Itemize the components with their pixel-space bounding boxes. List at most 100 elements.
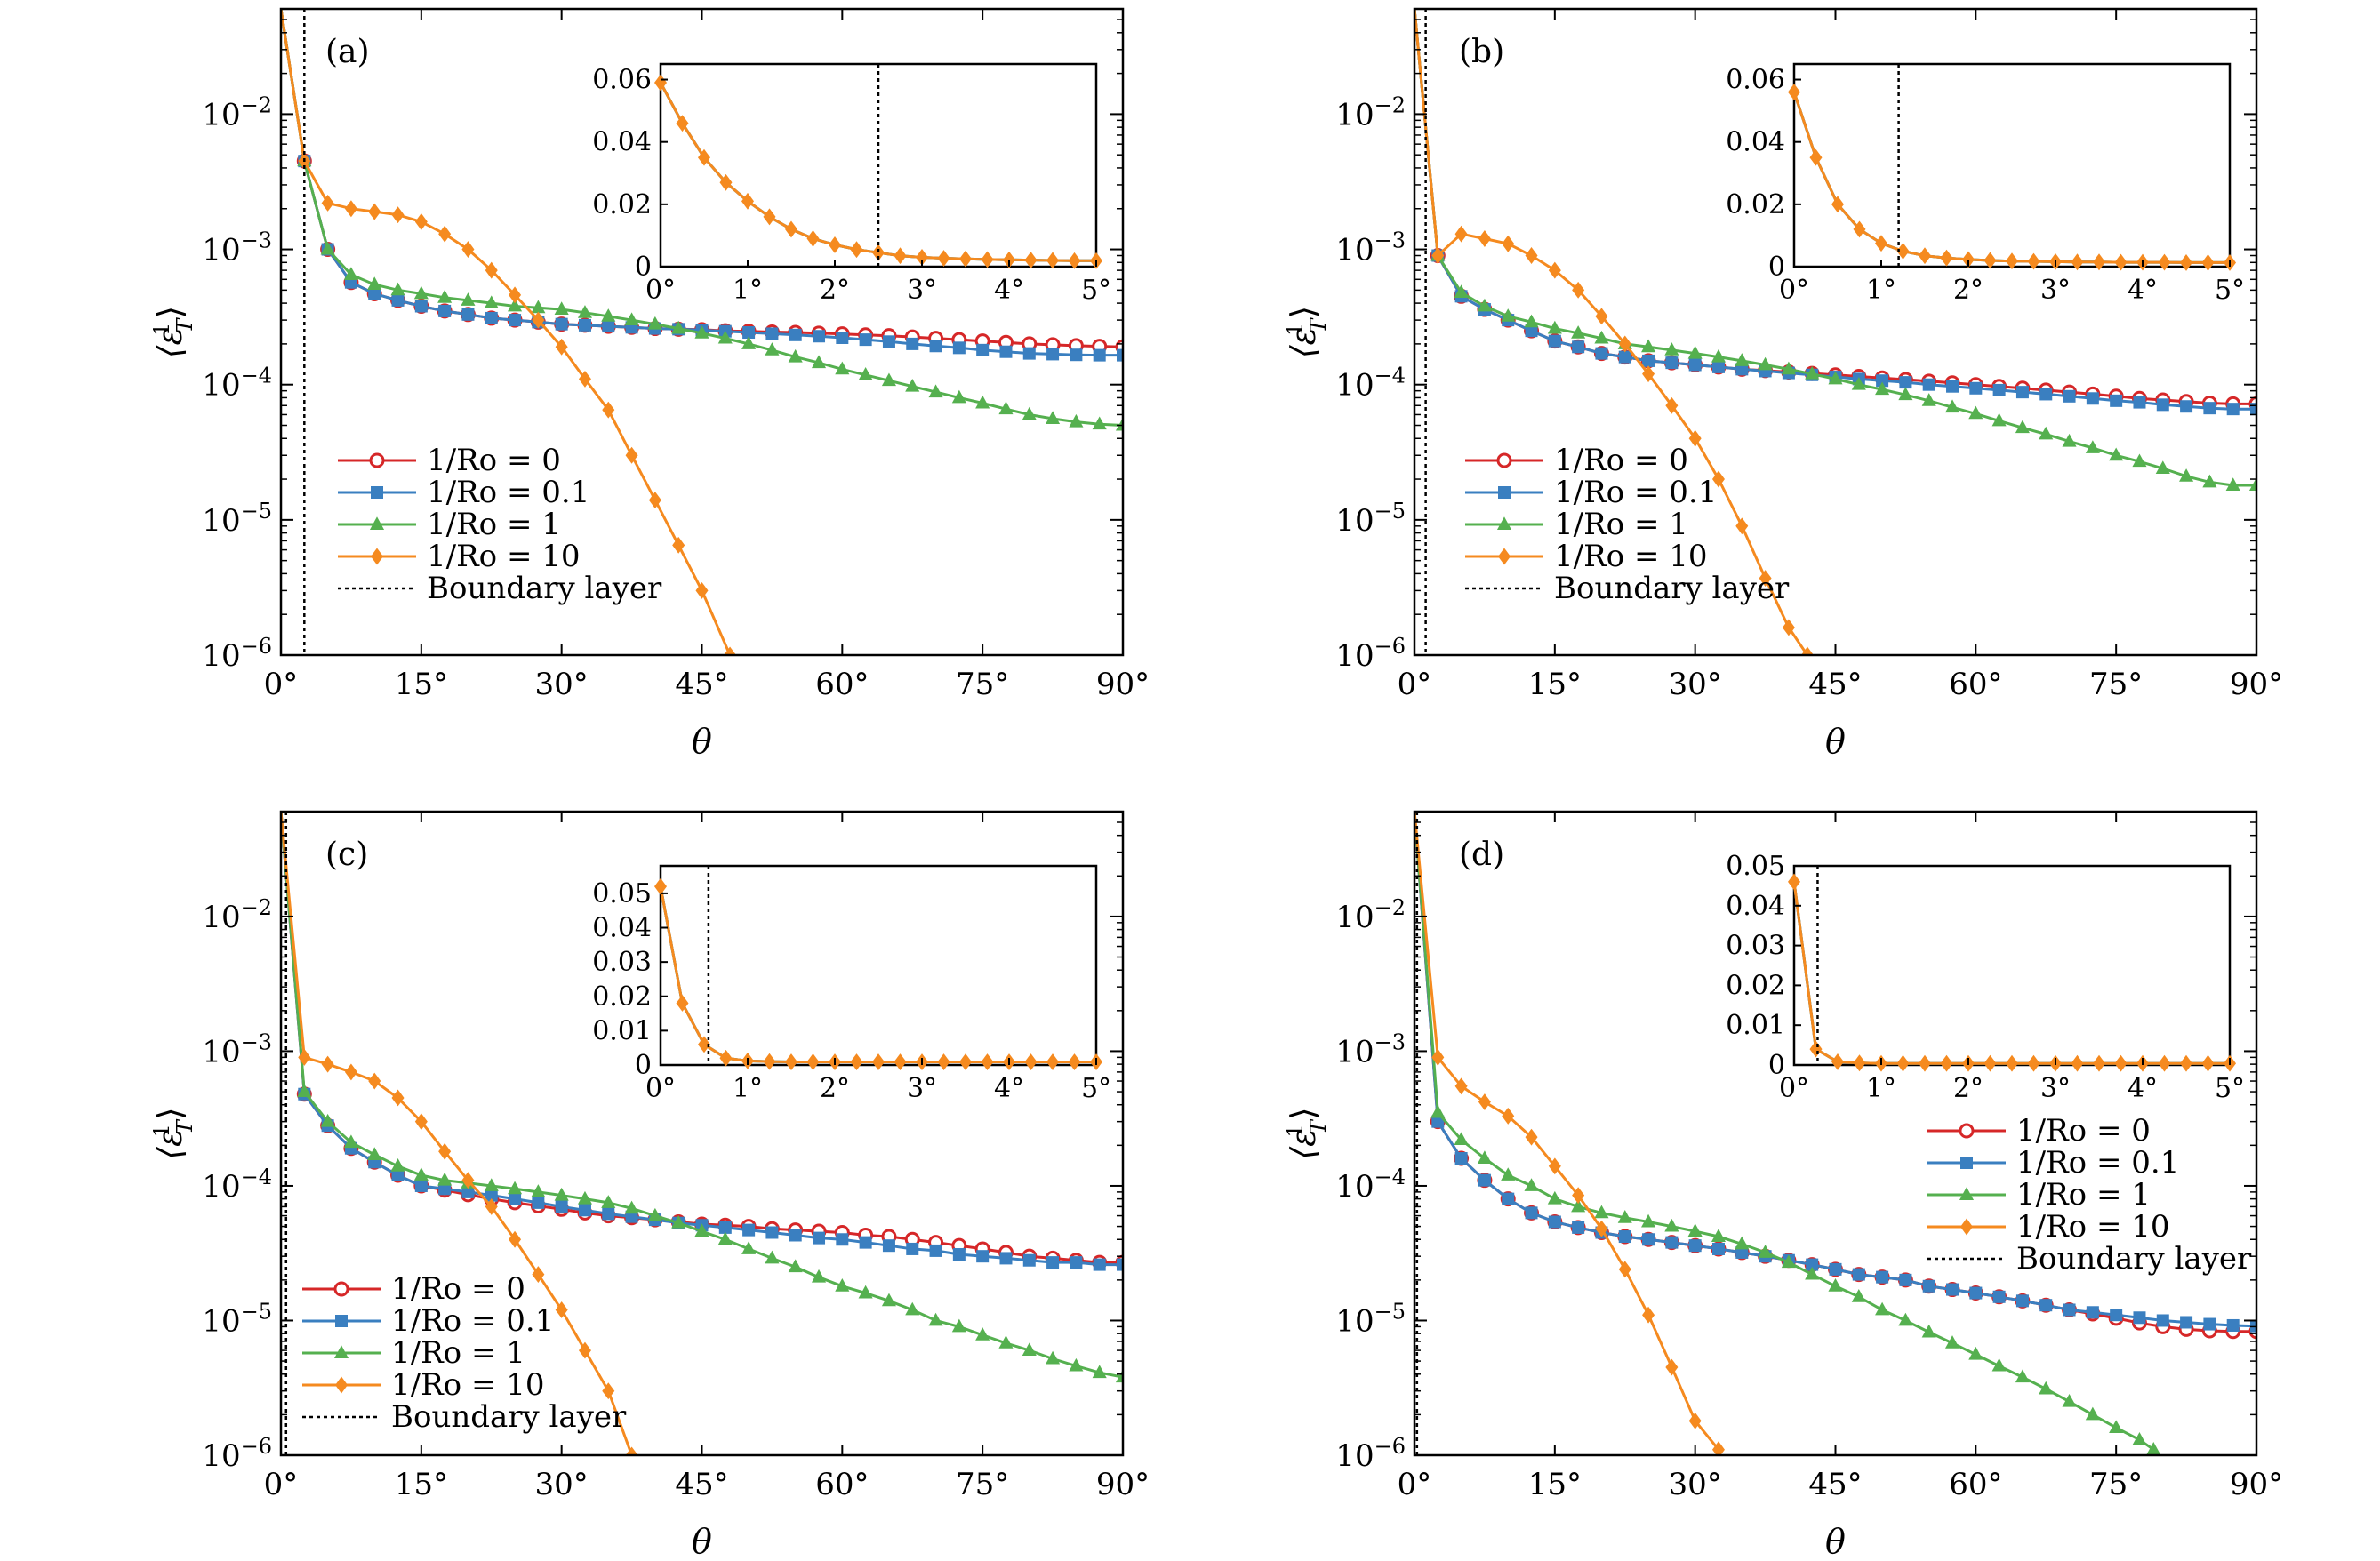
data-point bbox=[532, 1196, 545, 1209]
data-point bbox=[1759, 570, 1772, 587]
plot-area bbox=[281, 812, 1123, 1455]
data-point bbox=[1898, 387, 1913, 401]
y-tick-label: 10−4 bbox=[1335, 364, 1406, 404]
y-tick-label: 10−3 bbox=[1335, 1029, 1406, 1069]
data-point bbox=[1688, 1412, 1702, 1429]
inset-data-point bbox=[1809, 1040, 1823, 1058]
data-point bbox=[343, 267, 358, 280]
data-point bbox=[298, 1048, 311, 1066]
data-point bbox=[1022, 1253, 1036, 1267]
y-axis-title: ⟨ε1T⟩ bbox=[1283, 1107, 1331, 1159]
data-point bbox=[602, 401, 615, 419]
data-point bbox=[391, 1168, 405, 1181]
legend-marker bbox=[1960, 1218, 1973, 1236]
inset-x-tick-label: 3° bbox=[2040, 275, 2071, 306]
data-point bbox=[2203, 1317, 2216, 1331]
inset-frame bbox=[1792, 864, 2232, 1067]
data-point bbox=[1828, 1278, 1843, 1292]
inset-data-point bbox=[1831, 196, 1844, 213]
data-point bbox=[461, 1185, 475, 1198]
x-tick-label: 45° bbox=[675, 1467, 728, 1502]
data-point bbox=[1875, 381, 1890, 396]
inset-data-point bbox=[1896, 243, 1910, 260]
data-point bbox=[718, 1221, 732, 1234]
legend-marker bbox=[1959, 1123, 1975, 1139]
data-point bbox=[1899, 1273, 1912, 1286]
data-point bbox=[1595, 308, 1608, 325]
legend-marker bbox=[335, 1376, 348, 1394]
data-point bbox=[368, 203, 381, 220]
inset-y-tick-label: 0.02 bbox=[1726, 970, 1785, 1001]
data-point bbox=[929, 1244, 942, 1257]
data-point bbox=[2133, 396, 2146, 409]
data-point bbox=[1477, 298, 1492, 312]
data-point bbox=[391, 206, 405, 224]
legend-label: 1/Ro = 0.1 bbox=[427, 475, 589, 510]
data-point bbox=[1046, 1256, 1060, 1269]
data-point bbox=[788, 348, 803, 363]
data-point bbox=[2132, 453, 2147, 468]
inset-y-tick-label: 0.04 bbox=[592, 913, 652, 944]
data-point bbox=[1781, 361, 1796, 375]
inset-data-point bbox=[2158, 1054, 2171, 1072]
data-point bbox=[999, 1252, 1013, 1265]
inset-x-tick-label: 1° bbox=[733, 275, 763, 306]
data-point bbox=[1524, 314, 1539, 328]
data-point bbox=[811, 355, 827, 369]
legend-label: Boundary layer bbox=[2016, 1241, 2252, 1277]
inset-x-tick-label: 0° bbox=[1779, 275, 1809, 306]
data-point bbox=[624, 312, 639, 326]
inset-data-point bbox=[937, 1053, 950, 1070]
data-point bbox=[1022, 347, 1036, 360]
inset-data-point bbox=[1024, 1053, 1038, 1070]
data-point bbox=[1454, 284, 1469, 298]
inset-x-tick-label: 3° bbox=[907, 1073, 937, 1104]
data-point bbox=[1944, 1335, 1960, 1349]
data-point bbox=[2086, 1306, 2099, 1319]
data-point bbox=[2225, 477, 2240, 491]
data-point bbox=[2180, 1316, 2193, 1329]
data-point bbox=[1571, 325, 1586, 339]
inset-data-point bbox=[785, 220, 797, 238]
data-point bbox=[1664, 342, 1679, 356]
data-point bbox=[1969, 1286, 1983, 1300]
chart-panel-d: 0° 15° 30° 45° 60° 75° 90° 10−6 10−5 10−4 10−3 10−2… bbox=[1283, 810, 2283, 1561]
data-point bbox=[1806, 1258, 1819, 1271]
y-axis-title: ⟨ε1T⟩ bbox=[149, 306, 197, 358]
inset-data-point bbox=[763, 1053, 776, 1070]
data-point bbox=[1548, 334, 1561, 348]
x-tick-label: 0° bbox=[264, 1467, 299, 1502]
data-point bbox=[625, 446, 638, 464]
data-point bbox=[1641, 339, 1656, 353]
legend-label: 1/Ro = 1 bbox=[2016, 1177, 2151, 1213]
data-point bbox=[789, 328, 802, 341]
x-axis-title: θ bbox=[1825, 1522, 1846, 1561]
inset-data-point bbox=[981, 251, 994, 268]
data-point bbox=[695, 581, 709, 599]
data-point bbox=[578, 318, 591, 332]
x-tick-label: 60° bbox=[1949, 667, 2002, 702]
x-tick-label: 90° bbox=[2230, 1467, 2283, 1502]
data-point bbox=[578, 1204, 591, 1217]
y-tick-label: 10−3 bbox=[1335, 228, 1406, 268]
inset-y-tick-label: 0.04 bbox=[1726, 127, 1785, 158]
inset-data-point bbox=[2201, 1054, 2215, 1072]
data-point bbox=[836, 1233, 849, 1246]
panel-label: (b) bbox=[1459, 34, 1504, 70]
data-point bbox=[1070, 348, 1083, 362]
y-tick-label: 10−2 bbox=[202, 895, 272, 935]
data-point bbox=[1758, 356, 1773, 371]
data-point bbox=[344, 1063, 357, 1081]
inset-data-point bbox=[850, 1053, 863, 1070]
data-point bbox=[2109, 1420, 2124, 1434]
data-point bbox=[1991, 1357, 2007, 1372]
data-point bbox=[671, 1214, 686, 1229]
data-point bbox=[413, 1167, 429, 1181]
data-point bbox=[1477, 1150, 1492, 1164]
data-point bbox=[1711, 470, 1725, 488]
inset-data-point bbox=[2180, 253, 2192, 271]
data-point bbox=[391, 293, 405, 307]
data-point bbox=[343, 1134, 358, 1149]
data-point bbox=[1454, 1077, 1468, 1095]
inset-data-point bbox=[741, 192, 754, 210]
